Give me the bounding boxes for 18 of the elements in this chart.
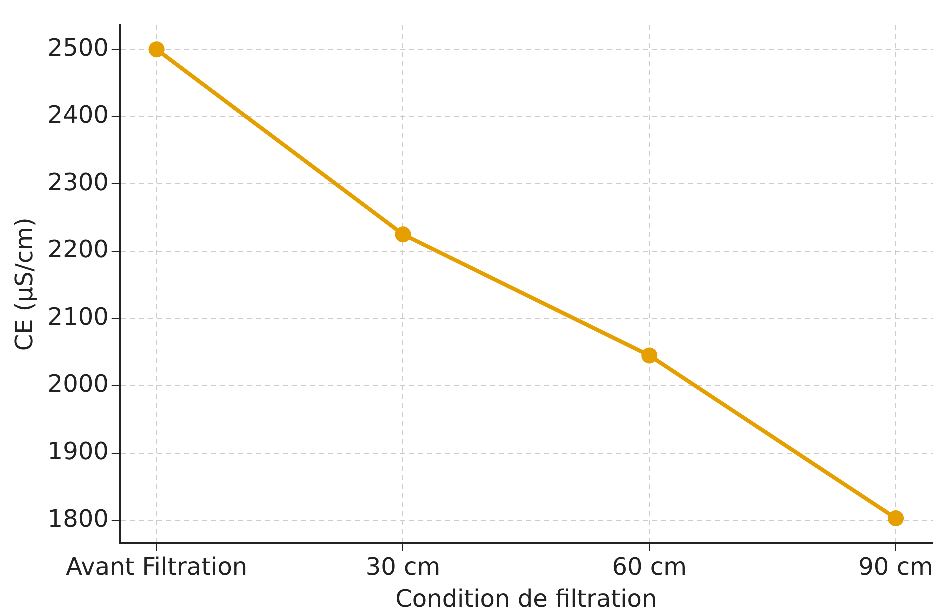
y-tick-label: 2000 [48, 370, 109, 398]
y-tick-label: 2300 [48, 168, 109, 196]
x-axis-title: Condition de filtration [396, 584, 658, 613]
point [148, 42, 165, 58]
y-tick-label: 1800 [48, 504, 109, 533]
y-tick-label: 1900 [48, 437, 109, 466]
point [888, 510, 904, 527]
x-tick-label: Avant Filtration [66, 553, 248, 582]
x-tick-label: 90 cm [858, 553, 934, 582]
y-tick-label: 2400 [48, 101, 109, 130]
y-tick-label: 2100 [48, 302, 109, 331]
x-tick-label: 30 cm [366, 553, 441, 582]
point [395, 226, 412, 243]
x-tick-label: 60 cm [612, 553, 688, 582]
y-tick-label: 2200 [48, 236, 109, 264]
y-tick-label: 2500 [48, 34, 109, 62]
point [642, 348, 658, 364]
y-axis-title: CE (µS/cm) [10, 218, 39, 352]
